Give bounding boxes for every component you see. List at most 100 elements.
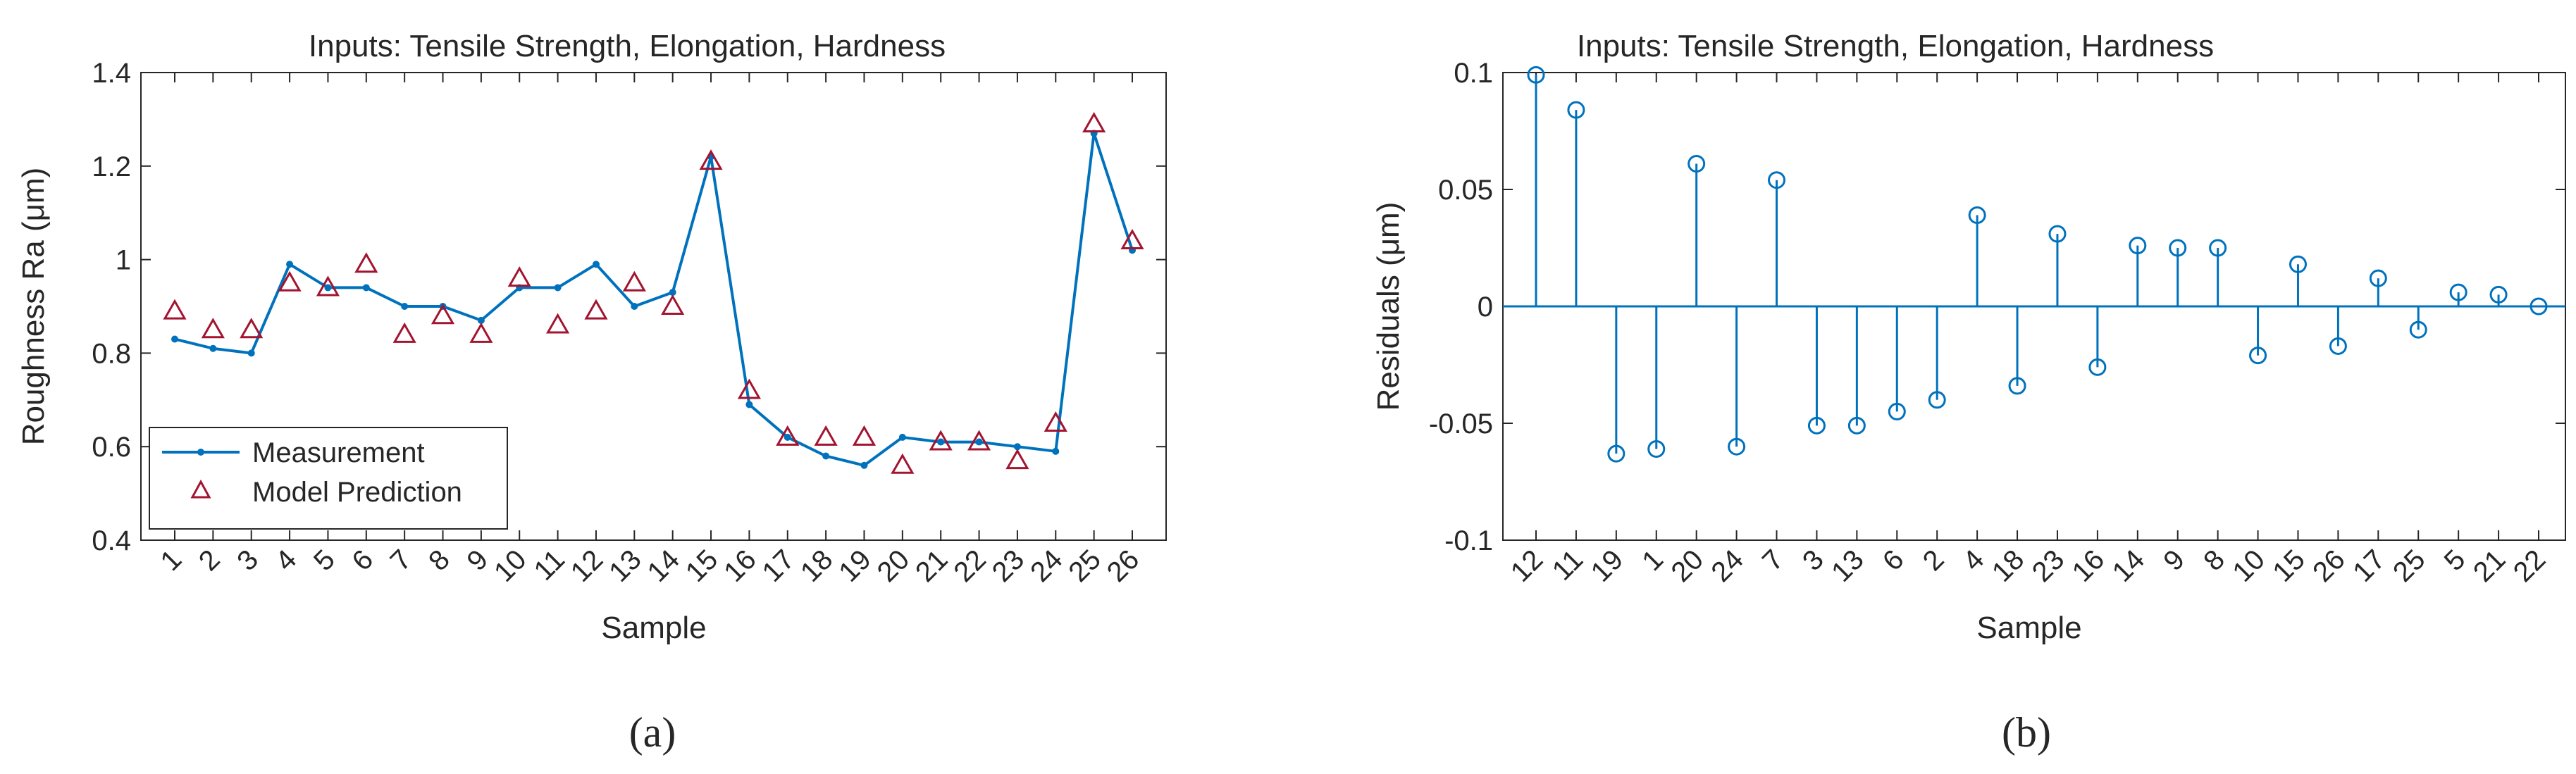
prediction-point <box>967 430 991 451</box>
x-tick-label: 13 <box>1826 544 1870 588</box>
chart-a-y-label: Roughness Ra (μm) <box>16 168 51 446</box>
x-tick-label: 23 <box>2026 544 2071 588</box>
residual-marker <box>1928 391 1946 409</box>
chart-residuals: Inputs: Tensile Strength, Elongation, Ha… <box>1371 29 2566 756</box>
prediction-point <box>278 270 302 292</box>
x-tick-label: 1 <box>155 544 188 577</box>
residual-marker <box>2329 337 2347 355</box>
x-tick-label: 7 <box>1757 544 1790 577</box>
prediction-point <box>201 318 225 339</box>
prediction-point <box>507 266 531 287</box>
x-tick-label: 10 <box>2227 544 2271 588</box>
x-tick-label: 8 <box>2198 544 2231 577</box>
y-tick-label: 0 <box>1478 292 1493 323</box>
prediction-point <box>699 149 723 170</box>
residual-marker <box>2289 255 2307 273</box>
y-tick-label: 0.1 <box>1454 58 1493 89</box>
x-tick-label: 4 <box>1957 544 1990 577</box>
x-tick-label: 17 <box>2347 544 2391 588</box>
measurement-point <box>898 433 906 441</box>
x-tick-label: 20 <box>1665 544 1709 588</box>
x-tick-label: 4 <box>270 544 303 577</box>
residual-marker <box>2369 269 2387 287</box>
prediction-point <box>431 304 455 325</box>
chart-b-y-ticks: -0.1 -0.05 0 0.05 0.1 <box>1429 58 2565 556</box>
residual-marker <box>1527 65 1545 84</box>
x-tick-label: 22 <box>2508 544 2552 588</box>
y-tick-label: 0.05 <box>1438 175 1493 206</box>
measurement-point <box>1052 447 1060 455</box>
residual-marker <box>2129 237 2147 255</box>
y-tick-label: -0.1 <box>1444 525 1493 556</box>
chart-a-y-ticks: 0.4 0.6 0.8 1 1.2 1.4 <box>92 58 1166 556</box>
x-tick-label: 12 <box>1505 544 1549 588</box>
residual-marker <box>1888 402 1906 420</box>
x-tick-label: 24 <box>1705 544 1750 588</box>
residual-marker <box>1728 437 1746 456</box>
y-tick-label: 1 <box>116 245 131 276</box>
prediction-point <box>316 275 340 297</box>
y-tick-label: 1.4 <box>92 58 131 89</box>
residual-marker <box>2449 283 2467 301</box>
prediction-point <box>1082 112 1106 133</box>
prediction-point <box>392 322 416 343</box>
measurement-point <box>937 438 945 446</box>
residual-marker <box>2249 347 2267 365</box>
x-tick-label: 2 <box>193 544 226 577</box>
chart-b-y-label: Residuals (μm) <box>1371 202 1406 411</box>
residual-marker <box>2409 320 2427 339</box>
x-tick-label: 1 <box>1636 544 1669 577</box>
measurement-point <box>171 335 178 343</box>
legend-measurement-dot <box>197 449 204 456</box>
prediction-point <box>1120 229 1144 250</box>
x-tick-label: 9 <box>2157 544 2191 577</box>
measurement-point <box>286 261 294 268</box>
prediction-point <box>163 299 187 320</box>
residual-marker <box>1647 440 1666 458</box>
x-tick-label: 9 <box>461 544 494 577</box>
x-tick-label: 5 <box>308 544 341 577</box>
measurement-point <box>860 461 868 469</box>
x-tick-label: 3 <box>1797 544 1830 577</box>
measurement-point <box>401 303 409 310</box>
measurement-point <box>554 284 562 292</box>
x-tick-label: 21 <box>2467 544 2512 588</box>
x-tick-label: 3 <box>231 544 264 577</box>
residual-marker <box>1607 444 1626 463</box>
prediction-point <box>622 270 646 292</box>
x-tick-label: 16 <box>2067 544 2111 588</box>
measurement-point <box>592 261 600 268</box>
prediction-point <box>354 252 378 273</box>
residual-marker <box>2209 239 2227 257</box>
measurement-point <box>745 401 753 408</box>
residual-marker <box>1688 154 1706 173</box>
residual-marker <box>1567 101 1585 119</box>
x-tick-label: 15 <box>2267 544 2311 588</box>
x-tick-label: 18 <box>1986 544 2031 588</box>
x-tick-label: 19 <box>1585 544 1630 588</box>
legend-box <box>149 427 508 530</box>
residual-marker <box>1768 171 1786 189</box>
x-tick-label: 11 <box>528 544 570 586</box>
x-tick-label: 8 <box>423 544 456 577</box>
prediction-point <box>814 425 838 446</box>
measurement-point <box>362 284 370 292</box>
prediction-point <box>929 430 953 451</box>
prediction-point <box>469 322 493 343</box>
chart-a-title: Inputs: Tensile Strength, Elongation, Ha… <box>309 29 946 63</box>
measurement-point <box>324 284 332 292</box>
measurement-point <box>477 316 485 324</box>
chart-a-legend: Measurement Model Prediction <box>149 427 508 530</box>
legend-prediction-triangle <box>190 479 211 499</box>
x-tick-label: 6 <box>346 544 379 577</box>
residual-marker <box>1807 416 1826 435</box>
prediction-point <box>584 299 608 320</box>
x-tick-label: 7 <box>385 544 418 577</box>
x-tick-label: 6 <box>1877 544 1910 577</box>
x-tick-label: 11 <box>1547 544 1589 586</box>
y-tick-label: -0.05 <box>1429 408 1493 439</box>
prediction-markers <box>163 112 1144 474</box>
residual-marker <box>1847 416 1866 435</box>
measurement-point <box>631 303 638 310</box>
